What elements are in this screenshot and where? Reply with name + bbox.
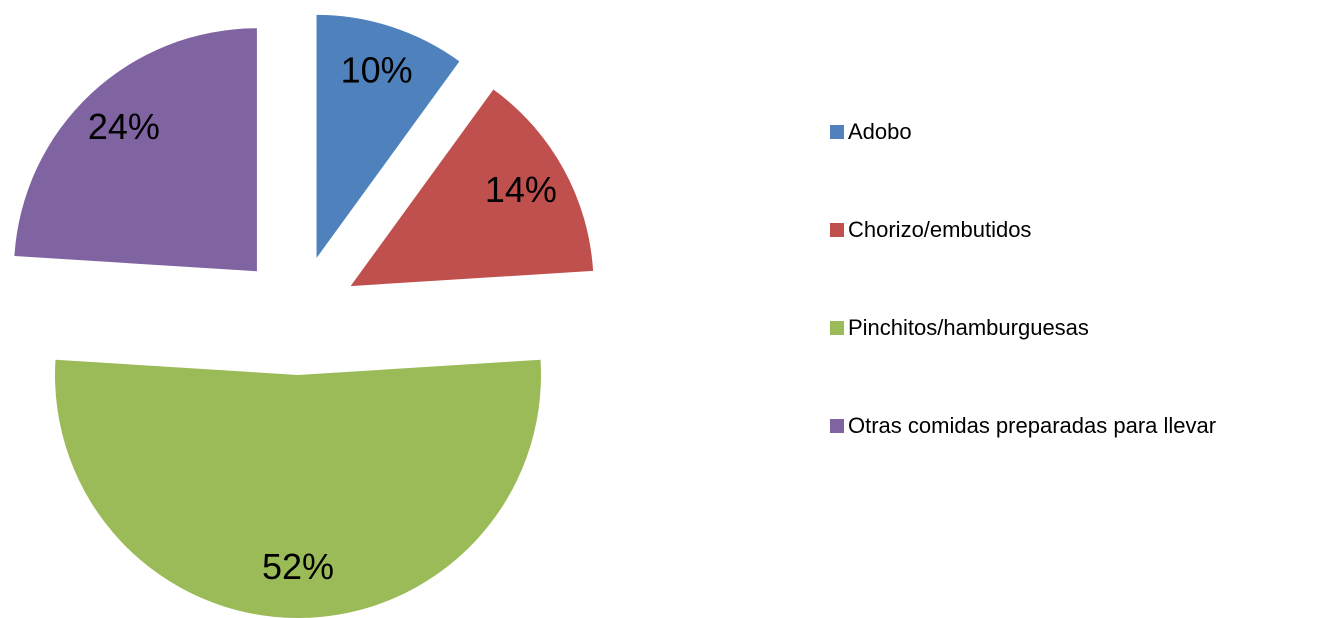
slice-label: 52%	[262, 546, 334, 587]
legend-label: Pinchitos/hamburguesas	[848, 315, 1089, 340]
pie-slice	[350, 89, 594, 287]
legend-label: Adobo	[848, 119, 912, 144]
pie-slice	[54, 359, 541, 618]
pie-slice	[14, 28, 257, 272]
legend-swatch	[830, 419, 844, 433]
slice-label: 14%	[485, 169, 557, 210]
legend-label: Otras comidas preparadas para llevar	[848, 413, 1216, 438]
legend-swatch	[830, 223, 844, 237]
legend-swatch	[830, 125, 844, 139]
legend-swatch	[830, 321, 844, 335]
legend-label: Chorizo/embutidos	[848, 217, 1031, 242]
slice-label: 10%	[341, 50, 413, 91]
pie-slice	[316, 14, 460, 258]
slice-label: 24%	[88, 106, 160, 147]
